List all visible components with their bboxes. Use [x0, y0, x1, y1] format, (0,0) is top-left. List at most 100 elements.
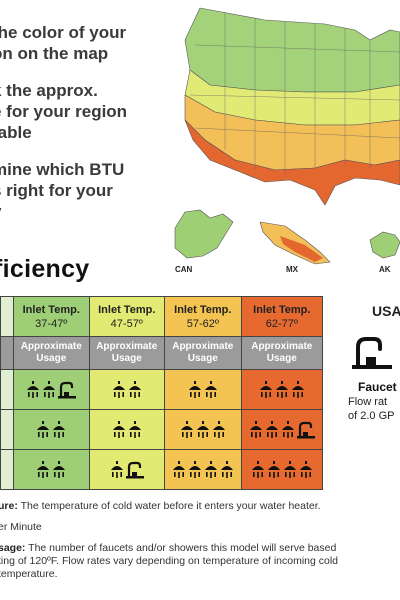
usage-cell: [88, 449, 165, 490]
subheader-2: Approximate Usage: [88, 336, 165, 370]
shower-icon: [267, 460, 280, 478]
row-lead-cell: [0, 369, 14, 410]
subheader-1: Approximate Usage: [13, 336, 90, 370]
usage-icons: [14, 380, 89, 399]
usage-icons: [242, 380, 322, 399]
step-3: mine which BTU s right for your y: [0, 159, 170, 222]
subheader-3: Approximate Usage: [164, 336, 242, 370]
temperature-zone-map: CAN MX AK: [155, 0, 400, 280]
column-3-range: 57-62º: [186, 317, 219, 330]
step-2-line-3: table: [0, 123, 32, 142]
shower-icon: [188, 380, 201, 398]
shower-icon: [53, 460, 66, 478]
shower-icon: [110, 460, 123, 478]
state-lines: [189, 12, 400, 175]
shower-icon: [196, 420, 209, 438]
section-title: ficiency: [0, 255, 90, 283]
usage-icons: [90, 460, 165, 479]
usage-cell: [240, 409, 324, 450]
column-1-title: Inlet Temp.: [22, 303, 80, 316]
usage-icons: [14, 460, 89, 479]
usa-label: USA: [372, 303, 400, 319]
note-3-line-3: temperature.: [0, 568, 58, 580]
shower-icon: [128, 420, 141, 438]
column-header-3: Inlet Temp. 57-62º: [164, 296, 242, 337]
subheader-4-line-1: Approximate: [251, 341, 313, 352]
shower-icon: [37, 460, 50, 478]
faucet-icon: [352, 337, 392, 369]
shower-icon: [251, 460, 264, 478]
shower-icon: [299, 460, 312, 478]
usage-icons: [165, 420, 241, 439]
flow-rate-line-2: of 2.0 GP: [348, 410, 395, 422]
shower-icon: [259, 380, 272, 398]
shower-icon: [112, 420, 125, 438]
step-1-line-2: on on the map: [0, 44, 109, 63]
row-lead-cell: [0, 449, 14, 490]
usage-cell: [88, 409, 165, 450]
step-3-line-1: mine which BTU: [0, 160, 125, 179]
subheader-1-line-1: Approximate: [20, 341, 82, 352]
subheader-lead: [0, 336, 14, 370]
table-row: [0, 369, 324, 410]
note-inlet-temperature: ure: The temperature of cold water befor…: [0, 500, 400, 513]
note-1-text: The temperature of cold water before it …: [17, 500, 321, 512]
usage-cell: [164, 409, 242, 450]
faucet-caption: Faucet: [358, 380, 397, 394]
map-graphic: [174, 7, 400, 265]
mexico-inset-hot: [280, 236, 323, 262]
note-1-label: ure:: [0, 500, 18, 512]
step-2: k the approx. e for your region table: [0, 80, 170, 143]
column-2-title: Inlet Temp.: [98, 303, 156, 316]
usage-icons: [165, 460, 241, 479]
subheader-4-line-2: Usage: [266, 353, 297, 364]
usage-cell: [164, 369, 242, 410]
shower-icon: [291, 380, 304, 398]
subheader-3-line-1: Approximate: [172, 341, 234, 352]
column-4-range: 62-77º: [265, 317, 298, 330]
subheader-row: Approximate Usage Approximate Usage Approx…: [0, 336, 324, 370]
shower-icon: [53, 420, 66, 438]
usage-icons: [90, 420, 165, 439]
note-gpm: er Minute: [0, 521, 400, 534]
subheader-2-line-1: Approximate: [96, 341, 158, 352]
faucet-icon: [296, 421, 315, 438]
shower-icon: [281, 420, 294, 438]
subheader-1-line-2: Usage: [36, 353, 67, 364]
canada-inset: [174, 209, 234, 259]
column-header-4: Inlet Temp. 62-77º: [240, 296, 324, 337]
column-3-title: Inlet Temp.: [174, 303, 232, 316]
shower-icon: [37, 420, 50, 438]
usage-cell: [13, 409, 90, 450]
alaska-inset: [369, 231, 400, 259]
note-3-label: sage:: [0, 542, 26, 554]
step-2-line-2: e for your region: [0, 102, 128, 121]
usa-zone-north: [184, 7, 400, 93]
column-2-range: 47-57º: [110, 317, 143, 330]
step-1-line-1: the color of your: [0, 23, 127, 42]
subheader-2-line-2: Usage: [111, 353, 142, 364]
shower-icon: [204, 460, 217, 478]
shower-icon: [212, 420, 225, 438]
step-1: the color of your on on the map: [0, 22, 170, 64]
table-row: [0, 409, 324, 450]
shower-icon: [265, 420, 278, 438]
usage-cell: [88, 369, 165, 410]
column-header-1: Inlet Temp. 37-47º: [13, 296, 90, 337]
usage-cell: [240, 449, 324, 490]
instructions: the color of your on on the map k the ap…: [0, 22, 170, 222]
usage-icons: [242, 460, 322, 479]
usage-cell: [13, 449, 90, 490]
step-3-line-3: y: [0, 201, 170, 222]
usage-cell: [240, 369, 324, 410]
column-header-2: Inlet Temp. 47-57º: [88, 296, 165, 337]
shower-icon: [27, 380, 40, 398]
map-label-alaska: AK: [379, 265, 391, 274]
table-row: [0, 449, 324, 490]
usage-cell: [164, 449, 242, 490]
column-1-range: 37-47º: [35, 317, 68, 330]
faucet-icon: [125, 461, 144, 478]
shower-icon: [220, 460, 233, 478]
step-2-line-1: k the approx.: [0, 81, 98, 100]
flow-rate-line-1: Flow rat: [348, 396, 388, 408]
